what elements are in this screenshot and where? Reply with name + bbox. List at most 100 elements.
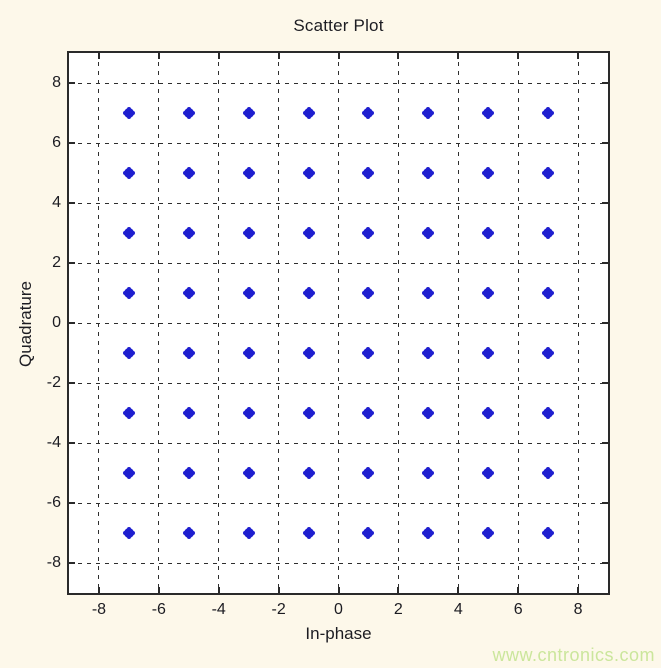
data-point <box>362 347 375 359</box>
tick-mark <box>69 202 75 204</box>
data-point <box>302 167 315 179</box>
watermark-text: www.cntronics.com <box>492 645 655 665</box>
data-point <box>182 467 195 479</box>
data-point <box>242 107 255 119</box>
tick-mark <box>337 587 340 593</box>
grid-line-horizontal <box>69 502 608 504</box>
data-point <box>122 167 135 179</box>
tick-mark <box>217 587 220 593</box>
data-point <box>422 227 435 239</box>
data-point <box>542 347 555 359</box>
data-point <box>302 527 315 539</box>
data-point <box>422 407 435 419</box>
data-point <box>482 107 495 119</box>
x-tick-label: 6 <box>513 601 523 618</box>
data-point <box>542 287 555 299</box>
tick-mark <box>69 442 75 444</box>
data-point <box>122 467 135 479</box>
y-tick-label: 8 <box>52 74 61 91</box>
data-point <box>242 467 255 479</box>
data-point <box>542 107 555 119</box>
tick-mark <box>517 587 520 593</box>
data-point <box>542 407 555 419</box>
data-point <box>182 287 195 299</box>
tick-mark <box>577 53 580 59</box>
data-point <box>122 407 135 419</box>
tick-mark <box>157 53 160 59</box>
data-point <box>482 347 495 359</box>
tick-mark <box>602 322 608 324</box>
plot-area <box>67 51 610 595</box>
tick-mark <box>157 587 160 593</box>
y-tick-label: -2 <box>46 374 61 391</box>
tick-mark <box>602 142 608 144</box>
data-point <box>422 167 435 179</box>
tick-mark <box>217 53 220 59</box>
data-point <box>362 527 375 539</box>
tick-mark <box>69 502 75 504</box>
data-point <box>422 287 435 299</box>
tick-mark <box>277 587 280 593</box>
data-point <box>302 287 315 299</box>
data-point <box>482 407 495 419</box>
data-point <box>122 107 135 119</box>
tick-mark <box>69 142 75 144</box>
tick-mark <box>69 322 75 324</box>
data-point <box>242 527 255 539</box>
data-point <box>302 107 315 119</box>
tick-mark <box>97 587 100 593</box>
data-point <box>482 467 495 479</box>
tick-mark <box>397 587 400 593</box>
data-point <box>242 227 255 239</box>
data-point <box>542 167 555 179</box>
tick-mark <box>69 262 75 264</box>
data-point <box>182 527 195 539</box>
tick-mark <box>602 442 608 444</box>
tick-mark <box>397 53 400 59</box>
x-tick-label: -8 <box>91 601 107 618</box>
x-tick-label: 0 <box>334 601 343 618</box>
data-point <box>482 527 495 539</box>
x-tick-label: -6 <box>151 601 166 618</box>
tick-mark <box>457 53 460 59</box>
y-tick-label: -6 <box>46 494 61 511</box>
y-tick-label: 0 <box>52 314 61 331</box>
data-point <box>302 467 315 479</box>
grid-line-horizontal <box>69 562 608 564</box>
tick-mark <box>277 53 280 59</box>
data-point <box>422 107 435 119</box>
data-point <box>362 227 375 239</box>
data-point <box>242 347 255 359</box>
tick-mark <box>602 382 608 384</box>
data-point <box>482 287 495 299</box>
data-point <box>482 167 495 179</box>
data-point <box>182 107 195 119</box>
y-tick-label: 2 <box>52 254 61 271</box>
data-point <box>422 467 435 479</box>
tick-mark <box>517 53 520 59</box>
data-point <box>122 287 135 299</box>
tick-mark <box>337 53 340 59</box>
data-point <box>422 347 435 359</box>
data-point <box>242 167 255 179</box>
data-point <box>482 227 495 239</box>
y-tick-label: -8 <box>46 554 61 571</box>
data-point <box>542 467 555 479</box>
tick-mark <box>69 562 75 564</box>
tick-mark <box>602 82 608 84</box>
tick-mark <box>577 587 580 593</box>
data-point <box>122 227 135 239</box>
tick-mark <box>69 382 75 384</box>
x-tick-label: 8 <box>573 601 583 618</box>
data-point <box>182 167 195 179</box>
data-point <box>362 107 375 119</box>
data-point <box>302 227 315 239</box>
y-tick-label: 6 <box>52 134 61 151</box>
data-point <box>242 287 255 299</box>
tick-mark <box>602 262 608 264</box>
grid-line-horizontal <box>69 82 608 84</box>
grid-line-horizontal <box>69 262 608 264</box>
x-tick-label: -4 <box>211 601 226 618</box>
grid-line-horizontal <box>69 202 608 204</box>
chart-title: Scatter Plot <box>293 16 384 35</box>
